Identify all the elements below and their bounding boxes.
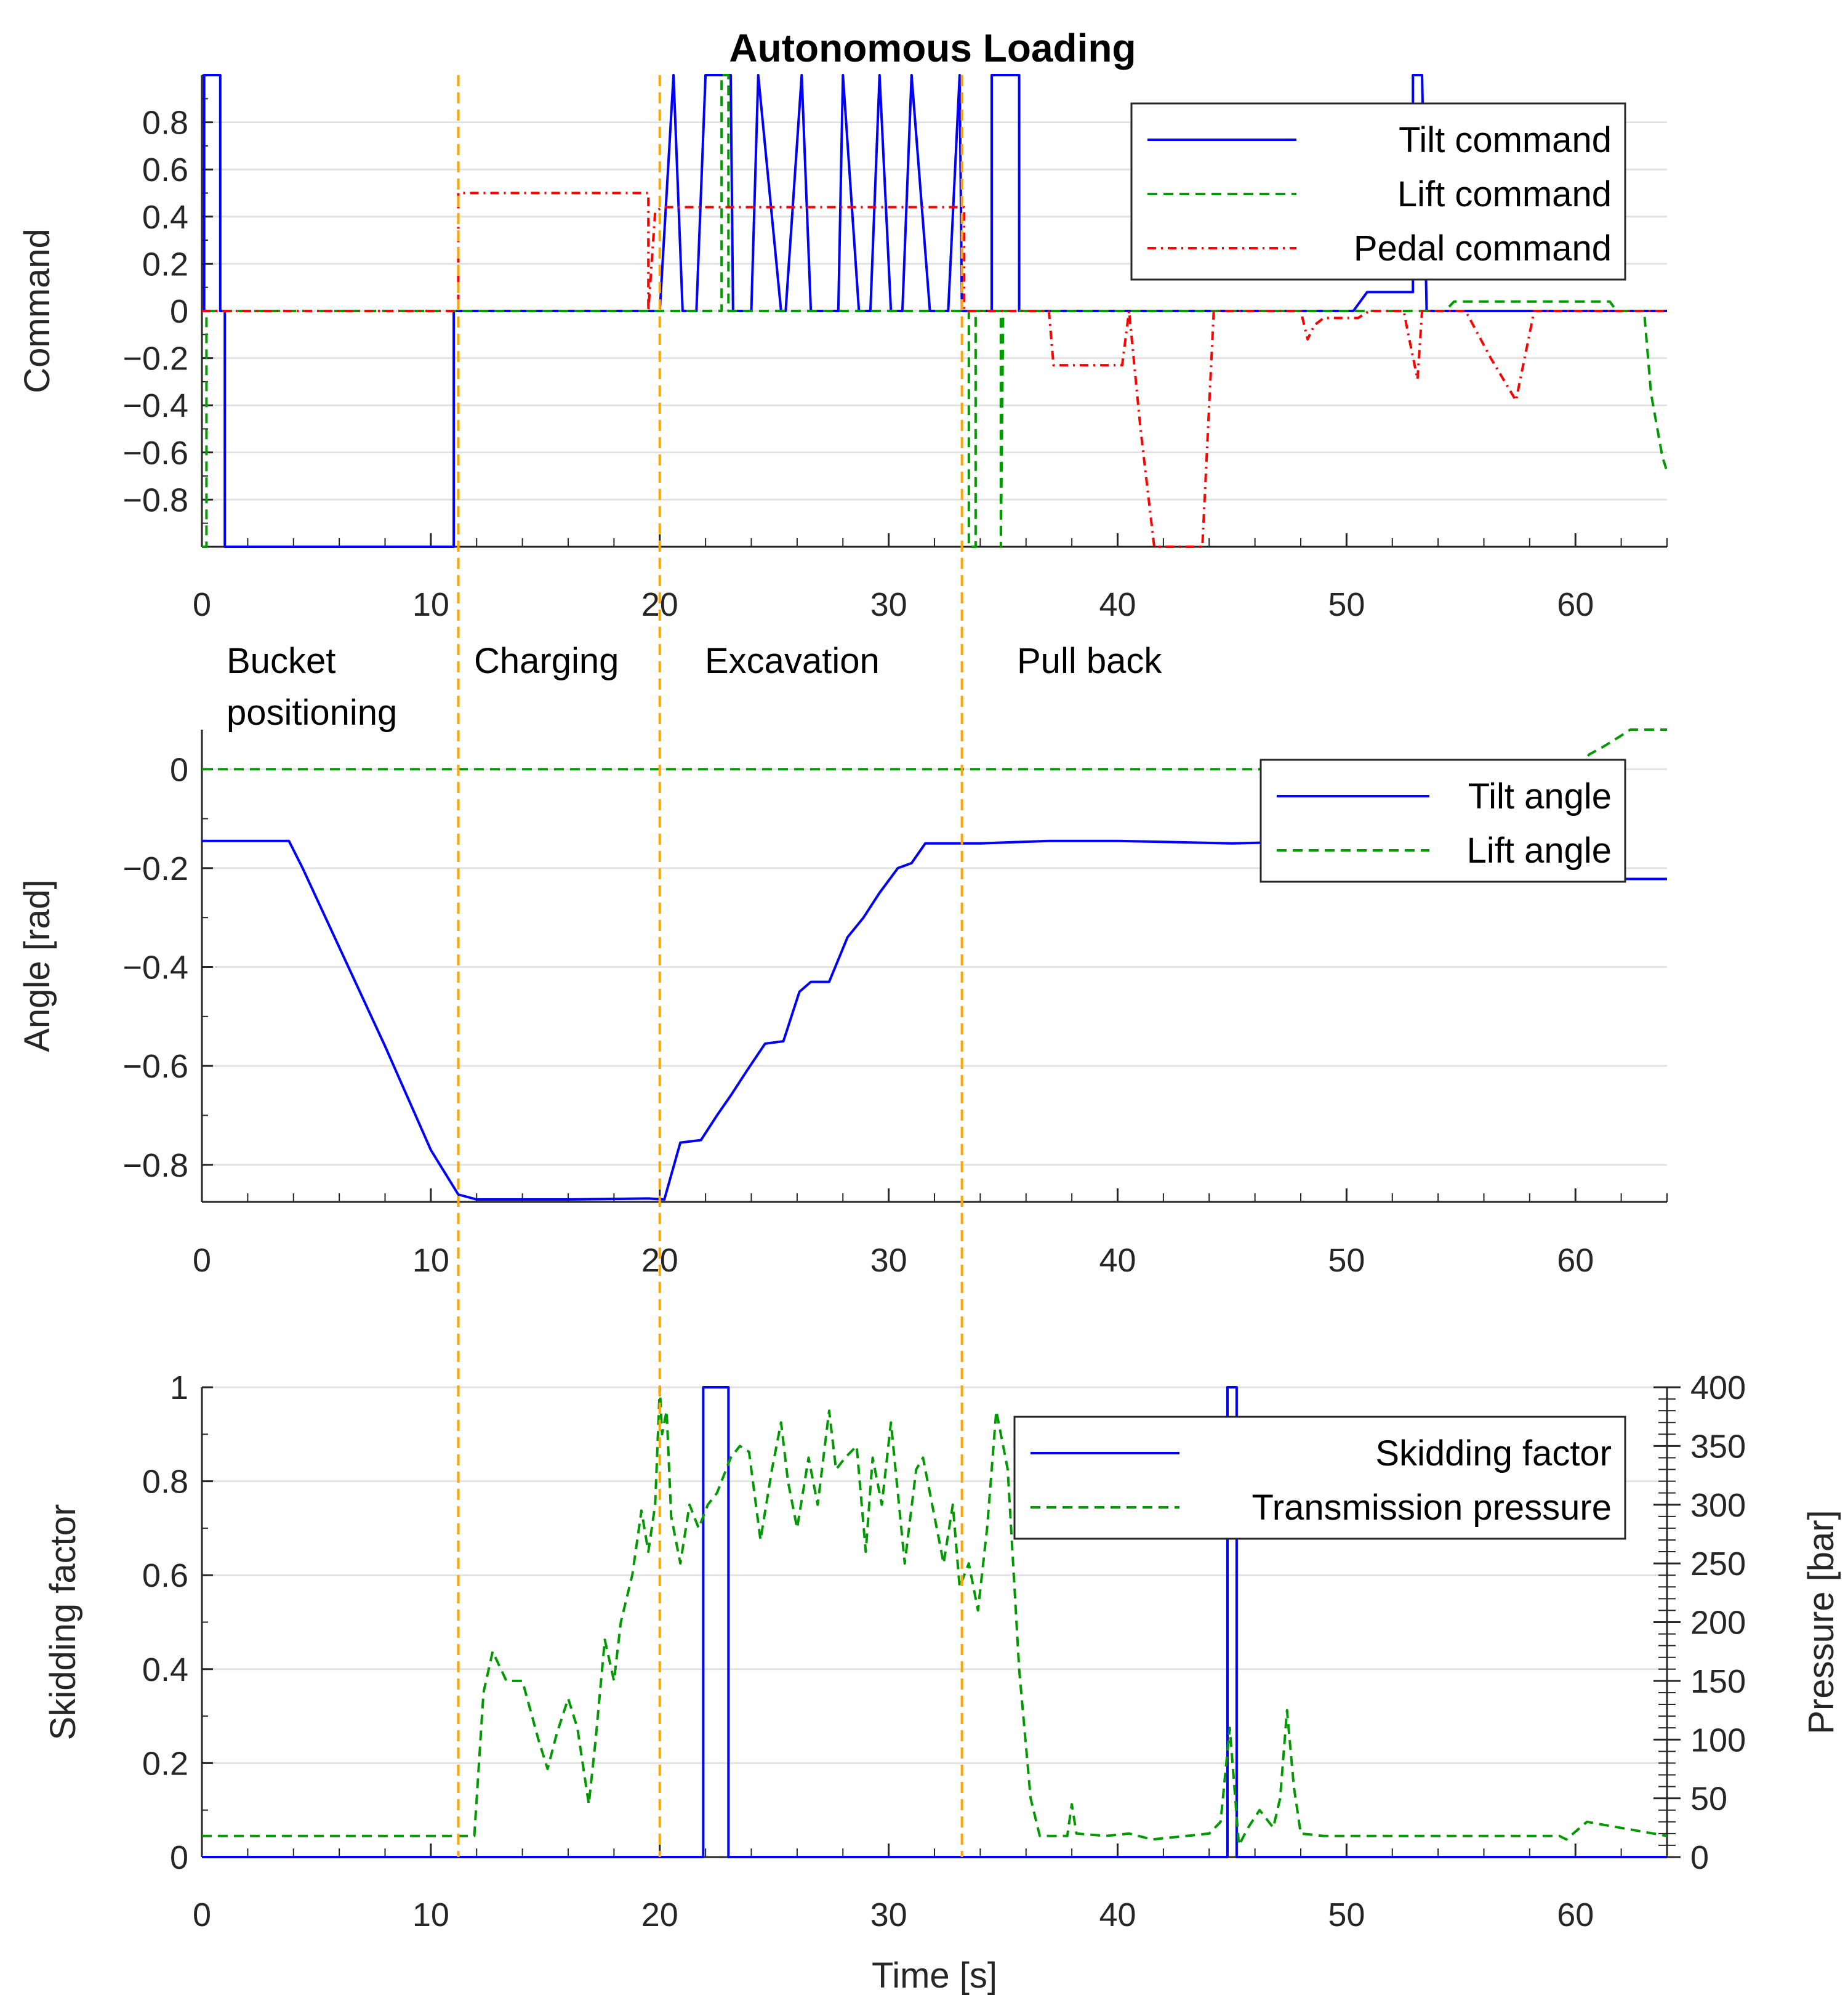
y-axis-label: Command	[17, 228, 57, 393]
right-tick-label: 150	[1690, 1663, 1746, 1700]
right-tick-label: 200	[1690, 1605, 1746, 1642]
command-panel: 0.80.60.40.20−0.2−0.4−0.6−0.80 10 20 30 40 50…	[17, 74, 1668, 623]
command-legend: Tilt command Lift command Pedal command	[1130, 102, 1626, 281]
x-tick-label: 30	[870, 586, 907, 623]
y-tick-label: −0.4	[123, 387, 188, 424]
x-tick-label: 50	[1328, 586, 1365, 623]
y-tick-label: 0.2	[142, 1745, 188, 1782]
legend-box	[1013, 1416, 1626, 1540]
series-skidding-factor	[202, 1386, 1667, 1858]
y-tick-label: −0.6	[123, 435, 188, 472]
x-tick-label: 0	[193, 1896, 211, 1933]
legend-entry: Lift angle	[1467, 831, 1612, 871]
chart-title: Autonomous Loading	[729, 26, 1136, 70]
x-tick-label: 30	[870, 1896, 907, 1933]
y-tick-label: 0.8	[142, 105, 188, 142]
right-tick-label: 100	[1690, 1722, 1746, 1759]
y-tick-label: 0	[170, 1839, 188, 1876]
phase-label-pull-back: Pull back	[1017, 641, 1162, 681]
legend-entry: Skidding factor	[1375, 1433, 1612, 1473]
y-tick-label: 0.6	[142, 1557, 188, 1594]
series-tilt-angle	[202, 839, 1667, 1201]
phase-label-charging: Charging	[474, 641, 619, 681]
series-lift-command	[202, 74, 1667, 548]
x-tick-label: 40	[1099, 1242, 1136, 1279]
series-lift-angle	[202, 728, 1667, 771]
x-tick-label: 40	[1099, 586, 1136, 623]
y-tick-label: 0	[170, 293, 188, 330]
right-tick-label: 350	[1690, 1428, 1746, 1465]
x-tick-label: 60	[1557, 1242, 1594, 1279]
x-tick-label: 10	[412, 1242, 449, 1279]
y-tick-label: −0.2	[123, 341, 188, 377]
phase-label-bucket-positioning: Bucket positioning	[227, 641, 397, 733]
legend-entry: Pedal command	[1354, 228, 1612, 268]
x-tick-label: 0	[193, 1242, 211, 1279]
right-tick-label: 300	[1690, 1487, 1746, 1524]
series-transmission-pressure	[202, 1386, 1667, 1847]
right-tick-label: 50	[1690, 1781, 1727, 1818]
y-tick-label: 0.6	[142, 151, 188, 188]
x-tick-label: 50	[1328, 1896, 1365, 1933]
x-axis-label: Time [s]	[872, 1956, 997, 1996]
y-tick-label: 0.8	[142, 1464, 188, 1501]
y-tick-label: −0.6	[123, 1048, 188, 1085]
x-tick-label: 20	[641, 1896, 678, 1933]
x-tick-label: 60	[1557, 1896, 1594, 1933]
y-tick-label: 1	[170, 1369, 188, 1406]
x-tick-label: 10	[412, 1896, 449, 1933]
right-tick-label: 400	[1690, 1369, 1746, 1406]
phase-boundaries	[457, 75, 963, 1857]
x-tick-label: 10	[412, 586, 449, 623]
legend-box	[1130, 102, 1626, 281]
legend-box	[1259, 759, 1626, 883]
phase-label-excavation: Excavation	[705, 641, 880, 681]
y-tick-label: 0.4	[142, 199, 188, 236]
right-axis-label: Pressure [bar]	[1801, 1510, 1841, 1734]
y-tick-label: −0.2	[123, 850, 188, 887]
series-tilt-command	[202, 74, 1667, 548]
right-tick-label: 250	[1690, 1546, 1746, 1582]
legend-entry: Tilt command	[1399, 120, 1612, 160]
y-tick-label: 0.2	[142, 246, 188, 283]
y-tick-label: −0.4	[123, 949, 188, 986]
x-tick-label: 60	[1557, 586, 1594, 623]
y-tick-label: 0	[170, 751, 188, 788]
x-tick-label: 50	[1328, 1242, 1365, 1279]
x-tick-label: 40	[1099, 1896, 1136, 1933]
y-tick-label: −0.8	[123, 1147, 188, 1184]
right-tick-label: 0	[1690, 1839, 1709, 1876]
y-tick-label: 0.4	[142, 1651, 188, 1688]
angle-legend: Tilt angle Lift angle	[1259, 759, 1626, 883]
x-tick-label: 30	[870, 1242, 907, 1279]
y-axis-label: Angle [rad]	[17, 879, 57, 1052]
x-tick-label: 0	[193, 586, 211, 623]
y-tick-label: −0.8	[123, 482, 188, 518]
phase-labels: Bucket positioning Charging Excavation Pu…	[227, 641, 1162, 733]
legend-entry: Lift command	[1397, 174, 1612, 214]
skidding-legend: Skidding factor Transmission pressure	[1013, 1416, 1626, 1540]
y-axis-label: Skidding factor	[43, 1504, 83, 1741]
legend-entry: Transmission pressure	[1252, 1488, 1612, 1528]
legend-entry: Tilt angle	[1468, 776, 1612, 816]
